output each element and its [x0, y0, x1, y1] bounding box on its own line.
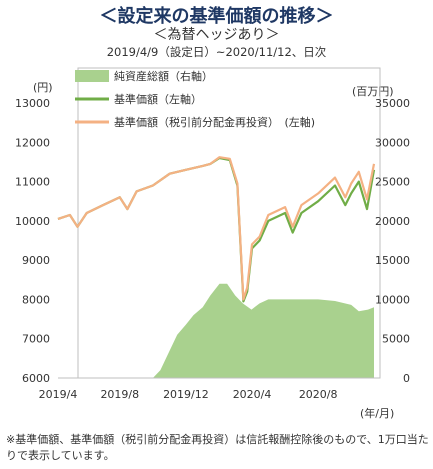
right-tick-label: 5000	[382, 333, 410, 346]
left-tick-label: 11000	[15, 176, 50, 189]
nav-reinvested-line	[57, 156, 376, 301]
right-tick-label: 10000	[375, 293, 410, 306]
right-tick-label: 30000	[375, 136, 410, 149]
left-tick-label: 6000	[22, 372, 50, 385]
right-tick-label: 0	[403, 372, 410, 385]
left-tick-label: 8000	[22, 293, 50, 306]
chart-title: ＜設定来の基準価額の推移＞	[99, 6, 334, 27]
chart-period: 2019/4/9（設定日）~2020/11/12、日次	[106, 45, 327, 59]
x-tick-label: 2020/4	[233, 388, 272, 401]
footnote: ※基準価額、基準価額（税引前分配金再投資）は信託報酬控除後のもので、1万口当たり…	[6, 433, 429, 462]
left-tick-label: 13000	[15, 97, 50, 110]
legend-label: 基準価額（左軸）	[114, 92, 202, 106]
x-tick-label: 2019/12	[163, 388, 209, 401]
legend-label: 基準価額（税引前分配金再投資） (左軸)	[114, 115, 315, 129]
right-axis-unit: (百万円)	[352, 85, 394, 98]
left-tick-label: 7000	[22, 333, 50, 346]
right-tick-label: 15000	[375, 254, 410, 267]
left-tick-label: 10000	[15, 215, 50, 228]
left-tick-label: 12000	[15, 136, 50, 149]
legend-label: 純資産総額（右軸）	[114, 69, 213, 83]
right-tick-label: 20000	[375, 215, 410, 228]
right-tick-label: 35000	[375, 97, 410, 110]
left-axis-unit: (円)	[33, 81, 53, 94]
x-axis-unit: (年/月)	[360, 407, 395, 420]
left-tick-label: 9000	[22, 254, 50, 267]
x-tick-label: 2019/4	[39, 388, 78, 401]
right-tick-label: 25000	[375, 176, 410, 189]
legend-swatch-area	[75, 70, 109, 82]
x-tick-label: 2020/8	[299, 388, 338, 401]
chart-subtitle: ＜為替ヘッジあり＞	[153, 27, 280, 43]
net-assets-area	[58, 283, 374, 378]
x-tick-label: 2019/8	[100, 388, 139, 401]
nav-line	[57, 156, 376, 303]
